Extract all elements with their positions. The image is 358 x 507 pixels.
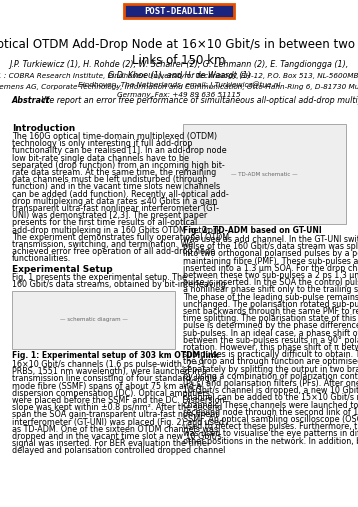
Text: can be added (add function). Recently all-optical add-: can be added (add function). Recently al…	[12, 190, 229, 199]
Text: time splitting. The polarisation state of this single: time splitting. The polarisation state o…	[183, 314, 358, 323]
Text: sub-pulses is practically difficult to obtain. Therefore,: sub-pulses is practically difficult to o…	[183, 350, 358, 359]
Text: pulse is determined by the phase difference of two: pulse is determined by the phase differe…	[183, 321, 358, 331]
Text: functionalities.: functionalities.	[12, 255, 71, 264]
Text: All-optical OTDM Add-Drop Node at 16×10 Gbit/s in between two Fibre
Links of 150: All-optical OTDM Add-Drop Node at 16×10 …	[0, 38, 358, 67]
Text: other positions in the network. In addition, bit error: other positions in the network. In addit…	[183, 437, 358, 446]
Text: sent backwards through the same PMF to revert the: sent backwards through the same PMF to r…	[183, 307, 358, 316]
Text: unchanged. The polarisation rotated sub-pulses were: unchanged. The polarisation rotated sub-…	[183, 300, 358, 309]
Text: 10 Gbit/s channel is dropped, a new 10 Gbit/s: 10 Gbit/s channel is dropped, a new 10 G…	[183, 386, 358, 395]
Text: interferometer (GT-UNI) was placed (Fig. 2) and used: interferometer (GT-UNI) was placed (Fig.…	[12, 418, 224, 426]
Text: J.P. Turkiewicz (1), H. Rohde (2), W. Schairer (2), G. Lehmann (2), E. Tangdiong: J.P. Turkiewicz (1), H. Rohde (2), W. Sc…	[9, 60, 349, 80]
Text: The 160G optical time-domain multiplexed (OTDM): The 160G optical time-domain multiplexed…	[12, 132, 217, 141]
Text: separated (drop function) from an incoming high bit-: separated (drop function) from an incomi…	[12, 161, 225, 170]
Text: rotation. However, this phase shift of π between the: rotation. However, this phase shift of π…	[183, 343, 358, 352]
Text: signal was inserted. For BER evaluation the time-: signal was inserted. For BER evaluation …	[12, 439, 210, 448]
Text: — schematic diagram —: — schematic diagram —	[59, 317, 127, 322]
Text: presents for the first time results of all-optical: presents for the first time results of a…	[12, 219, 197, 228]
Text: transmission line consisting of four standard single: transmission line consisting of four sta…	[12, 374, 217, 383]
FancyBboxPatch shape	[124, 4, 234, 18]
Text: inserted into a 1.3 μm SOA. For the drop channel, in: inserted into a 1.3 μm SOA. For the drop…	[183, 264, 358, 273]
Text: SSMF. An optical sampling oscilloscope (OSO) was: SSMF. An optical sampling oscilloscope (…	[183, 415, 358, 424]
Text: achieved error free operation of all add-drop node: achieved error free operation of all add…	[12, 247, 215, 256]
Text: by using a combination of polarization controllers: by using a combination of polarization c…	[183, 372, 358, 381]
Text: span the SOA gain-transparent ultra-fast non-linear: span the SOA gain-transparent ultra-fast…	[12, 410, 219, 419]
Text: low bit-rate single data channels have to be: low bit-rate single data channels have t…	[12, 154, 189, 163]
Text: 1 : COBRA Research Institute, Eindhoven University of Technology, EH-12, P.O. Bo: 1 : COBRA Research Institute, Eindhoven …	[0, 73, 358, 88]
Text: mode fibre (SSMF) spans of about 75 km and a: mode fibre (SSMF) spans of about 75 km a…	[12, 382, 202, 390]
Text: between the sub-pulses results in a 90° polarisation: between the sub-pulses results in a 90° …	[183, 336, 358, 345]
Text: the drop and through function are optimised: the drop and through function are optimi…	[183, 357, 358, 367]
Text: POST-DEADLINE: POST-DEADLINE	[144, 7, 214, 16]
Text: Abstract: Abstract	[12, 96, 50, 105]
Text: Fig. 2: TD-ADM based on GT-UNI: Fig. 2: TD-ADM based on GT-UNI	[183, 226, 322, 235]
Text: Fig. 1: Experimental setup of 303 km OTDM link: Fig. 1: Experimental setup of 303 km OTD…	[12, 351, 219, 360]
Text: channel can be added to the 15×10 Gbit/s remaining: channel can be added to the 15×10 Gbit/s…	[183, 393, 358, 403]
Text: The phase of the leading sub-pulse remains: The phase of the leading sub-pulse remai…	[183, 293, 358, 302]
Text: pulse is inserted. In the SOA the control pulse causes: pulse is inserted. In the SOA the contro…	[183, 278, 358, 287]
Text: a nonlinear phase shift only to the trailing sub-pulse.: a nonlinear phase shift only to the trai…	[183, 285, 358, 295]
Text: The experiment demonstrates fully operational OTDM: The experiment demonstrates fully operat…	[12, 233, 229, 242]
Text: We report an error free performance of simultaneous all-optical add-drop multipl: We report an error free performance of s…	[39, 96, 358, 105]
Text: 2 : Siemens AG, Corporate Technology, Information and Communication, Otto-Hahn-R: 2 : Siemens AG, Corporate Technology, In…	[0, 84, 358, 98]
Text: PRBS, 1551 nm wavelength), were launched in a: PRBS, 1551 nm wavelength), were launched…	[12, 367, 207, 376]
Text: drop multiplexing at data rates ≤40 Gbits in a gain: drop multiplexing at data rates ≤40 Gbit…	[12, 197, 217, 206]
Text: Fig. 1 presents the experimental setup. The: Fig. 1 presents the experimental setup. …	[12, 273, 187, 281]
Text: functionality can be realised [1]. In an add-drop node: functionality can be realised [1]. In an…	[12, 147, 227, 156]
Text: was used to visualise the eye patterns in different: was used to visualise the eye patterns i…	[183, 429, 358, 439]
Text: were placed before the SSMF and the DC. Dispersion: were placed before the SSMF and the DC. …	[12, 396, 224, 405]
Text: as TD-ADM. One of the sixteen OTDM channels was: as TD-ADM. One of the sixteen OTDM chann…	[12, 425, 218, 434]
Text: — TD-ADM schematic —: — TD-ADM schematic —	[231, 171, 298, 176]
Text: 16×10 Gbit/s channels (1.6 ps pulse-width, 2·¹-1: 16×10 Gbit/s channels (1.6 ps pulse-widt…	[12, 360, 205, 369]
Text: data channels must be left undisturbed (through: data channels must be left undisturbed (…	[12, 175, 207, 184]
Text: add-drop multiplexing in a 160 Gbits OTDM network.: add-drop multiplexing in a 160 Gbits OTD…	[12, 226, 224, 235]
Bar	[12, 291, 175, 349]
Text: transmission, switching, and termination. We: transmission, switching, and termination…	[12, 240, 193, 249]
Text: slope was kept within ±0.8 ps/nm². After the second: slope was kept within ±0.8 ps/nm². After…	[12, 403, 222, 412]
Text: Introduction: Introduction	[12, 124, 75, 133]
Text: transparent ultra-fast nonlinear interferometer (GT-: transparent ultra-fast nonlinear interfe…	[12, 204, 219, 213]
Text: used to detect these pulses. Furthermore, the OSO: used to detect these pulses. Furthermore…	[183, 422, 358, 431]
Text: technology is only interesting if full add-drop: technology is only interesting if full a…	[12, 139, 193, 148]
Text: between these two sub-pulses a 2 ps 1.3 μm control: between these two sub-pulses a 2 ps 1.3 …	[183, 271, 358, 280]
Text: Experimental Setup: Experimental Setup	[12, 265, 113, 274]
Text: channels. These channels were launched to the: channels. These channels were launched t…	[183, 401, 358, 410]
Text: separately by splitting the output in two branches and: separately by splitting the output in tw…	[183, 365, 358, 374]
Text: function) and in the vacant time slots new channels: function) and in the vacant time slots n…	[12, 183, 220, 192]
Text: dispersion compensation (DC). Optical amplifiers: dispersion compensation (DC). Optical am…	[12, 389, 210, 398]
Text: into two orthogonal polarised pulses by a polarisation: into two orthogonal polarised pulses by …	[183, 249, 358, 259]
Text: UNI) was demonstrated [2,3]. The present paper: UNI) was demonstrated [2,3]. The present…	[12, 211, 207, 220]
Text: sub-pulses. In an ideal case, a phase shift of π: sub-pulses. In an ideal case, a phase sh…	[183, 329, 358, 338]
Text: maintaining fibre (PMF). These sub-pulses are: maintaining fibre (PMF). These sub-pulse…	[183, 257, 358, 266]
Text: pulse of the 160 Gbit/s data stream was split in time: pulse of the 160 Gbit/s data stream was …	[183, 242, 358, 251]
Text: dropped and in the vacant time slot a new 10 Gbit/s: dropped and in the vacant time slot a ne…	[12, 432, 222, 441]
Bar	[183, 124, 346, 224]
Text: delayed and polarisation controlled dropped channel: delayed and polarisation controlled drop…	[12, 446, 226, 455]
Text: receiving node through the second link of 147 km: receiving node through the second link o…	[183, 408, 358, 417]
Text: was used as add channel. In the GT-UNI switch each: was used as add channel. In the GT-UNI s…	[183, 235, 358, 244]
Text: rate data stream. At the same time, the remaining: rate data stream. At the same time, the …	[12, 168, 216, 177]
Text: (PCs) and polarisation filters (PFs). After one: (PCs) and polarisation filters (PFs). Af…	[183, 379, 358, 388]
Text: 160 Gbit/s data streams, obtained by bit-interleaving: 160 Gbit/s data streams, obtained by bit…	[12, 280, 226, 289]
